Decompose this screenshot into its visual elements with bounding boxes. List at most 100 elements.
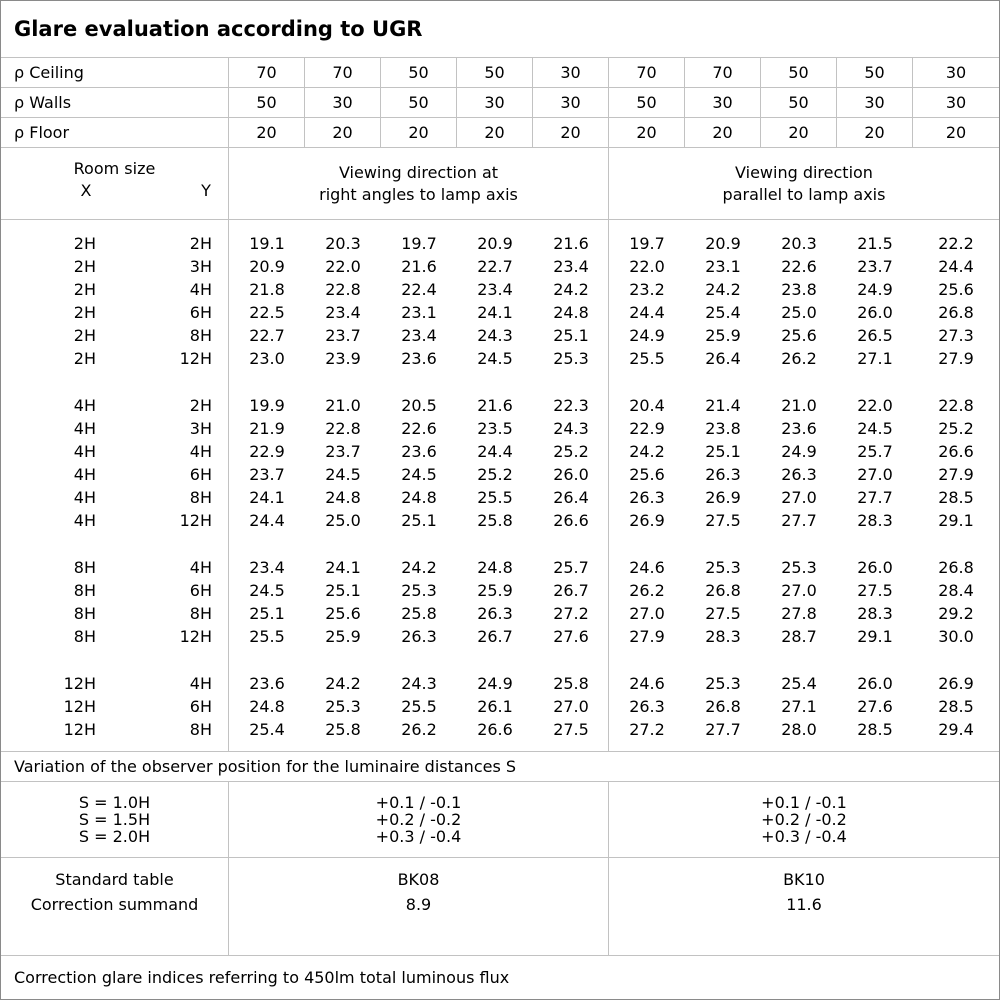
room-x-value: 12H — [63, 720, 96, 739]
room-x-value: 2H — [73, 257, 96, 276]
ugr-value-cell: 25.7 — [553, 558, 589, 577]
ugr-value-cell: 28.5 — [857, 720, 893, 739]
ugr-value-cell: 23.2 — [629, 280, 665, 299]
table-row: 2H 4H 21.8 22.8 22.4 23.4 24.2 23.2 24.2 23.8 24.9… — [1, 278, 999, 301]
ugr-value-cell: 25.0 — [325, 511, 361, 530]
reflectance-value-cell: 50 — [457, 58, 533, 87]
ugr-value-cell: 24.1 — [249, 488, 285, 507]
ugr-value-cell: 27.5 — [857, 581, 893, 600]
ugr-value-cell: 21.5 — [857, 234, 893, 253]
section-title-line: Viewing direction — [735, 162, 873, 182]
room-x-value: 2H — [73, 280, 96, 299]
ugr-value-cell: 25.6 — [629, 465, 665, 484]
ugr-value-cell: 25.7 — [857, 442, 893, 461]
ugr-value-cell: 25.4 — [781, 674, 817, 693]
reflectance-value-cell: 20 — [837, 118, 913, 147]
ugr-value-cell: 26.4 — [553, 488, 589, 507]
ugr-value-cell: 22.5 — [249, 303, 285, 322]
reflectance-value-cell: 50 — [229, 88, 305, 117]
ugr-value-cell: 24.2 — [629, 442, 665, 461]
ugr-value-cell: 21.0 — [325, 396, 361, 415]
ugr-value-cell: 23.4 — [401, 326, 437, 345]
ugr-value-cell: 25.9 — [477, 581, 513, 600]
spacer — [212, 301, 229, 324]
ugr-value-cell: 29.1 — [857, 627, 893, 646]
ugr-value-cell: 26.6 — [553, 511, 589, 530]
ugr-value-cell: 24.2 — [705, 280, 741, 299]
ugr-value-cell: 27.6 — [553, 627, 589, 646]
ugr-value-cell: 27.6 — [857, 697, 893, 716]
correction-summand-label: Correction summand — [30, 895, 199, 914]
ugr-value-cell: 21.0 — [781, 396, 817, 415]
ugr-value-cell: 25.2 — [553, 442, 589, 461]
room-y-value: 4H — [189, 674, 212, 693]
room-y-value: 8H — [189, 488, 212, 507]
correction-summand-value-section2: 11.6 — [786, 895, 822, 914]
table-row: 4H 12H 24.4 25.0 25.1 25.8 26.6 26.9 27.5 27.7 28.… — [1, 509, 999, 532]
spacer — [212, 672, 229, 695]
table-row: 2H 12H 23.0 23.9 23.6 24.5 25.3 25.5 26.4 26.2 27.… — [1, 347, 999, 370]
correction-summand-value-section1: 8.9 — [405, 895, 432, 914]
luminaire-distance-label: S = 1.5H — [78, 810, 151, 829]
ugr-value-cell: 24.6 — [629, 674, 665, 693]
spacer — [212, 695, 229, 718]
ugr-value-cell: 26.9 — [938, 674, 974, 693]
ugr-value-cell: 24.2 — [553, 280, 589, 299]
ugr-value-cell: 22.3 — [553, 396, 589, 415]
ugr-value-cell: 25.2 — [477, 465, 513, 484]
ugr-value-cell: 23.7 — [857, 257, 893, 276]
room-y-value: 8H — [189, 604, 212, 623]
ugr-value-cell: 23.7 — [325, 326, 361, 345]
ugr-value-cell: 24.2 — [325, 674, 361, 693]
reflectance-value-cell: 50 — [761, 88, 837, 117]
ugr-value-cell: 22.8 — [325, 280, 361, 299]
ugr-value-cell: 28.3 — [705, 627, 741, 646]
room-y-value: 4H — [189, 442, 212, 461]
ugr-value-cell: 28.3 — [857, 511, 893, 530]
ugr-value-cell: 24.4 — [477, 442, 513, 461]
ugr-value-cell: 26.2 — [629, 581, 665, 600]
section-title-line: parallel to lamp axis — [722, 184, 886, 204]
ugr-value-cell: 24.5 — [477, 349, 513, 368]
ugr-value-cell: 26.8 — [938, 558, 974, 577]
ugr-value-cell: 23.7 — [249, 465, 285, 484]
section1-header-right-angles: Viewing direction at right angles to lamp… — [229, 148, 609, 219]
ugr-value-cell: 28.5 — [938, 488, 974, 507]
table-row: 8H 4H 23.4 24.1 24.2 24.8 25.7 24.6 25.3 25.3 26.0… — [1, 556, 999, 579]
variation-value: +0.3 / -0.4 — [761, 827, 847, 846]
ugr-value-cell: 27.0 — [781, 581, 817, 600]
ugr-value-cell: 19.7 — [401, 234, 437, 253]
reflectance-value-cell: 30 — [533, 88, 609, 117]
room-y-value: 12H — [179, 511, 212, 530]
ugr-value-cell: 24.4 — [938, 257, 974, 276]
ugr-value-cell: 24.3 — [401, 674, 437, 693]
spacer — [212, 324, 229, 347]
ugr-value-cell: 25.5 — [249, 627, 285, 646]
spacer — [212, 232, 229, 255]
ugr-value-cell: 24.8 — [553, 303, 589, 322]
reflectance-value-cell: 50 — [837, 58, 913, 87]
reflectance-value-cell: 20 — [381, 118, 457, 147]
ugr-value-cell: 23.8 — [705, 419, 741, 438]
ugr-value-cell: 25.3 — [325, 697, 361, 716]
room-x-value: 2H — [73, 234, 96, 253]
spacer — [212, 417, 229, 440]
ugr-value-cell: 23.0 — [249, 349, 285, 368]
observer-variation-block: S = 1.0H S = 1.5H S = 2.0H +0.1 / -0.1 +0.2… — [1, 782, 999, 858]
ugr-value-cell: 25.4 — [705, 303, 741, 322]
spacer — [212, 278, 229, 301]
ugr-value-cell: 26.3 — [705, 465, 741, 484]
room-x-value: 8H — [73, 581, 96, 600]
room-y-value: 8H — [189, 720, 212, 739]
ugr-value-cell: 27.2 — [629, 720, 665, 739]
section-title-line: Viewing direction at — [338, 162, 499, 182]
spacer — [212, 556, 229, 579]
ugr-value-cell: 23.6 — [249, 674, 285, 693]
spacer — [212, 486, 229, 509]
ugr-value-cell: 22.9 — [249, 442, 285, 461]
luminaire-distance-label: S = 2.0H — [78, 827, 151, 846]
table-row: 2H 8H 22.7 23.7 23.4 24.3 25.1 24.9 25.9 25.6 26.5… — [1, 324, 999, 347]
room-x-value: 2H — [73, 349, 96, 368]
ugr-value-cell: 27.9 — [938, 349, 974, 368]
